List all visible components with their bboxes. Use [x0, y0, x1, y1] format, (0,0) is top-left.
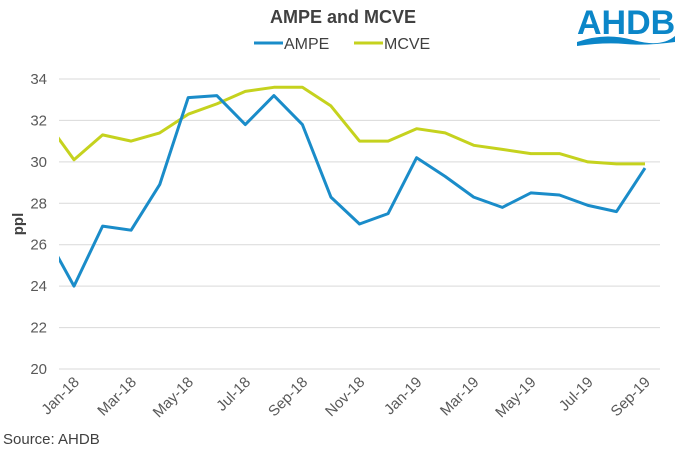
x-tick-label: Jul-18: [213, 374, 254, 415]
x-tick-label: Mar-19: [437, 374, 483, 420]
y-tick-label: 32: [30, 112, 47, 129]
logo-wave-icon: [577, 36, 675, 46]
ahdb-logo-mark: AHDB: [577, 4, 675, 46]
x-tick-label: May-18: [150, 374, 197, 421]
x-tick-label: Sep-18: [265, 374, 311, 420]
legend-label-ampe: AMPE: [284, 36, 329, 53]
source-note: Source: AHDB: [3, 431, 100, 448]
logo-text: AHDB: [577, 4, 675, 42]
chart-title: AMPE and MCVE: [270, 7, 416, 27]
series-line-ampe: [59, 94, 647, 288]
legend-label-mcve: MCVE: [384, 36, 430, 53]
x-tick-label: Nov-18: [322, 374, 368, 420]
y-tick-label: 24: [30, 278, 47, 295]
ahdb-logo: AHDB: [575, 2, 675, 55]
y-tick-label: 22: [30, 320, 47, 337]
y-tick-label: 20: [30, 361, 47, 378]
x-tick-label: May-19: [492, 374, 539, 421]
y-tick-label: 30: [30, 154, 47, 171]
y-tick-label: 28: [30, 195, 47, 212]
y-tick-label: 26: [30, 237, 47, 254]
legend: AMPE MCVE: [254, 36, 430, 53]
x-tick-label: Jan-18: [38, 374, 82, 418]
series-line-mcve: [59, 85, 645, 166]
x-tick-label: Jul-19: [556, 374, 597, 415]
x-tick-label: Sep-19: [608, 374, 654, 420]
y-tick-label: 34: [30, 71, 47, 88]
x-tick-label: Jan-19: [381, 374, 425, 418]
y-axis-label: ppl: [10, 213, 27, 236]
x-tick-label: Mar-18: [94, 374, 140, 420]
